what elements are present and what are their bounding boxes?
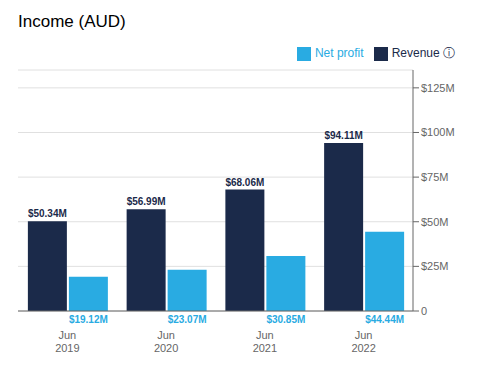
svg-text:$23.07M: $23.07M — [168, 314, 207, 325]
svg-text:$25M: $25M — [421, 260, 449, 272]
svg-text:$75M: $75M — [421, 171, 449, 183]
svg-text:$100M: $100M — [421, 126, 455, 138]
svg-text:Jun2020: Jun2020 — [154, 329, 178, 354]
svg-text:Jun2021: Jun2021 — [253, 329, 277, 354]
svg-text:Jun2022: Jun2022 — [351, 329, 375, 354]
html-text:Net profit: Net profit — [314, 46, 364, 60]
svg-text:$50M: $50M — [421, 216, 449, 228]
svg-text:$94.11M: $94.11M — [324, 130, 362, 141]
svg-text:Jun2019: Jun2019 — [55, 329, 79, 354]
svg-text:$56.99M: $56.99M — [127, 196, 166, 207]
svg-text:$125M: $125M — [421, 82, 455, 94]
svg-text:$50.34M: $50.34M — [28, 208, 67, 219]
svg-text:$68.06M: $68.06M — [225, 177, 264, 188]
html-text:Revenue ⓘ: Revenue ⓘ — [391, 46, 455, 60]
svg-text:$30.85M: $30.85M — [266, 314, 305, 325]
svg-text:$44.44M: $44.44M — [365, 314, 404, 325]
svg-text:$19.12M: $19.12M — [69, 314, 108, 325]
html-text:Income (AUD): Income (AUD) — [18, 12, 126, 31]
svg-text:0: 0 — [421, 305, 427, 317]
